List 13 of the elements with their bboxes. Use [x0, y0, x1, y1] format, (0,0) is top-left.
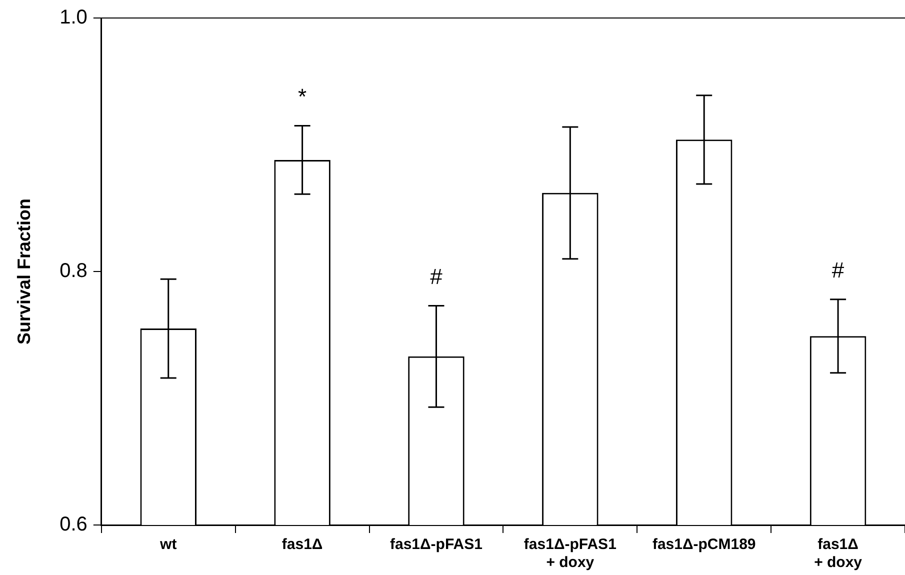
y-axis-title: Survival Fraction — [14, 198, 34, 345]
x-tick-label: fas1Δ-pFAS1 — [390, 536, 482, 554]
y-tick-label: 0.8 — [60, 260, 88, 282]
x-tick-label: fas1Δ-pFAS1 + doxy — [524, 536, 616, 572]
y-tick-label: 0.6 — [60, 514, 88, 536]
annotation: # — [430, 264, 444, 289]
x-tick-label: wt — [159, 536, 177, 554]
x-tick-label: fas1Δ + doxy — [814, 536, 863, 572]
y-tick-label: 1.0 — [60, 6, 88, 29]
annotation: * — [298, 84, 308, 109]
annotation: # — [832, 257, 845, 282]
x-tick-label: fas1Δ-pCM189 — [652, 536, 756, 554]
x-tick-label: fas1Δ — [282, 536, 323, 554]
